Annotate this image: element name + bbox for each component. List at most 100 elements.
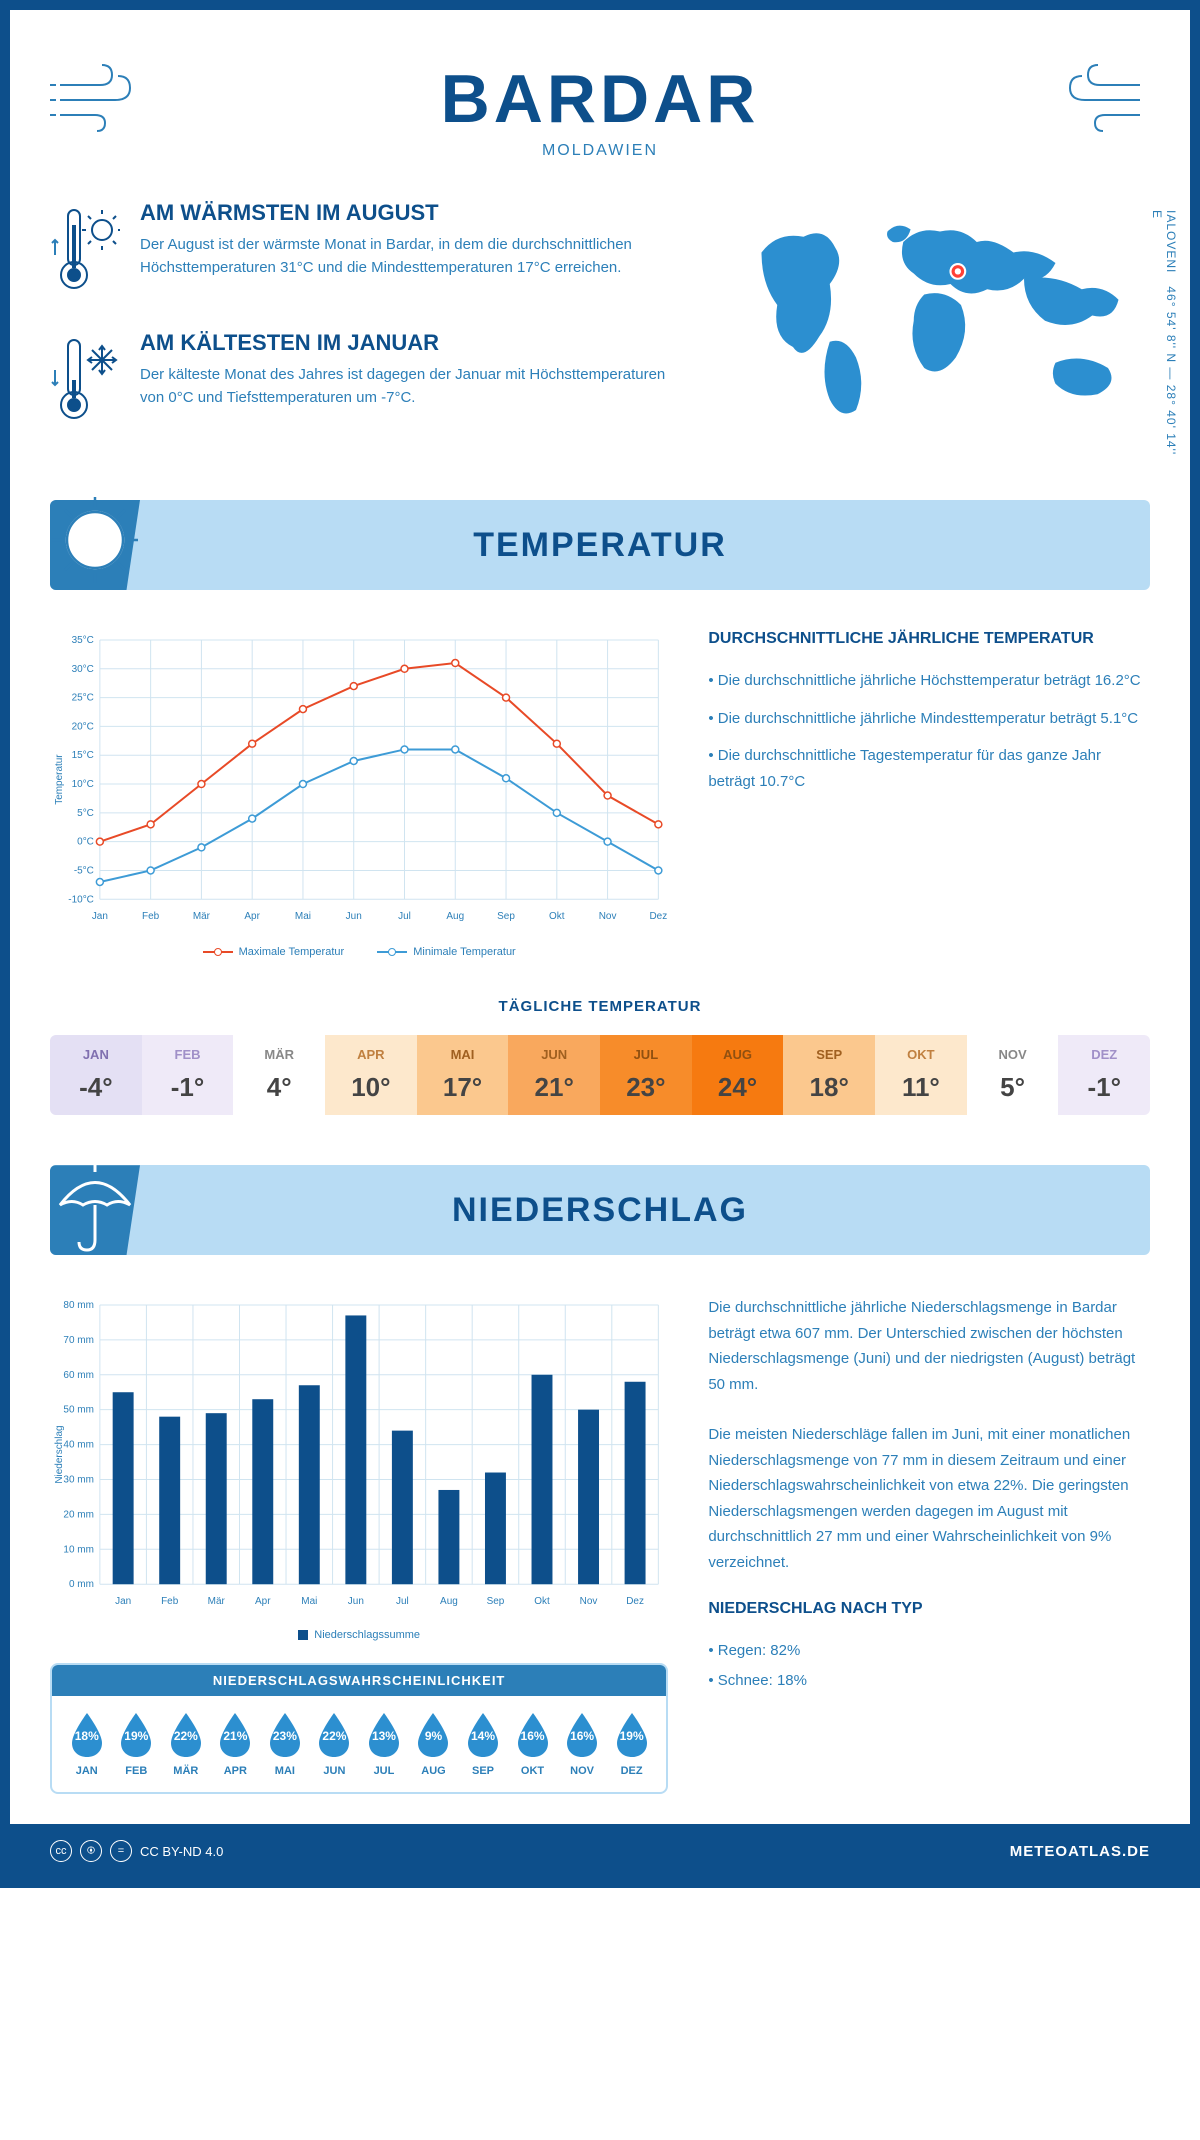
svg-text:Mai: Mai xyxy=(295,911,311,922)
probability-cell: 16%NOV xyxy=(557,1711,607,1777)
svg-text:Jul: Jul xyxy=(396,1596,409,1607)
svg-text:Mai: Mai xyxy=(301,1596,317,1607)
probability-cell: 22%MÄR xyxy=(161,1711,211,1777)
daily-temp-table: JAN-4°FEB-1°MÄR4°APR10°MAI17°JUN21°JUL23… xyxy=(50,1035,1150,1115)
header: BARDAR MOLDAWIEN xyxy=(50,40,1150,200)
svg-text:Sep: Sep xyxy=(487,1596,505,1607)
warmest-title: AM WÄRMSTEN IM AUGUST xyxy=(140,200,690,226)
svg-text:Aug: Aug xyxy=(446,911,464,922)
svg-text:Jul: Jul xyxy=(398,911,411,922)
warmest-block: AM WÄRMSTEN IM AUGUST Der August ist der… xyxy=(50,200,690,300)
svg-text:-5°C: -5°C xyxy=(74,865,94,876)
svg-text:Jun: Jun xyxy=(346,911,362,922)
svg-text:Jan: Jan xyxy=(92,911,108,922)
nd-icon: = xyxy=(110,1840,132,1862)
svg-text:5°C: 5°C xyxy=(77,808,94,819)
svg-text:Okt: Okt xyxy=(534,1596,550,1607)
svg-text:70 mm: 70 mm xyxy=(63,1335,93,1346)
by-icon: 🅯 xyxy=(80,1840,102,1862)
svg-text:20°C: 20°C xyxy=(72,721,94,732)
coldest-block: AM KÄLTESTEN IM JANUAR Der kälteste Mona… xyxy=(50,330,690,430)
infographic: BARDAR MOLDAWIEN xyxy=(0,0,1200,1888)
probability-cell: 13%JUL xyxy=(359,1711,409,1777)
svg-text:Jun: Jun xyxy=(348,1596,364,1607)
svg-text:Mär: Mär xyxy=(208,1596,226,1607)
footer: cc 🅯 = CC BY-ND 4.0 METEOATLAS.DE xyxy=(10,1824,1190,1878)
daily-cell: AUG24° xyxy=(692,1035,784,1115)
svg-text:Sep: Sep xyxy=(497,911,515,922)
extremes-row: AM WÄRMSTEN IM AUGUST Der August ist der… xyxy=(50,200,1150,460)
daily-cell: SEP18° xyxy=(783,1035,875,1115)
temperature-info: DURCHSCHNITTLICHE JÄHRLICHE TEMPERATUR •… xyxy=(708,630,1150,958)
svg-text:25°C: 25°C xyxy=(72,693,94,704)
temperature-title: TEMPERATUR xyxy=(473,526,727,565)
coldest-text: Der kälteste Monat des Jahres ist dagege… xyxy=(140,364,690,409)
svg-text:40 mm: 40 mm xyxy=(63,1440,93,1451)
svg-text:Okt: Okt xyxy=(549,911,565,922)
world-map-svg xyxy=(730,200,1150,431)
probability-cell: 19%DEZ xyxy=(607,1711,657,1777)
probability-cell: 14%SEP xyxy=(458,1711,508,1777)
precip-legend: Niederschlagssumme xyxy=(50,1629,668,1643)
probability-cell: 16%OKT xyxy=(508,1711,558,1777)
temperature-chart: -10°C-5°C0°C5°C10°C15°C20°C25°C30°C35°CJ… xyxy=(50,630,668,958)
warmest-text: Der August ist der wärmste Monat in Bard… xyxy=(140,234,690,279)
probability-cell: 19%FEB xyxy=(112,1711,162,1777)
daily-cell: JUL23° xyxy=(600,1035,692,1115)
page-subtitle: MOLDAWIEN xyxy=(50,142,1150,160)
precip-type-title: NIEDERSCHLAG NACH TYP xyxy=(708,1600,1150,1618)
svg-text:10 mm: 10 mm xyxy=(63,1544,93,1555)
svg-text:35°C: 35°C xyxy=(72,635,94,646)
footer-brand: METEOATLAS.DE xyxy=(1010,1843,1150,1860)
probability-cell: 9%AUG xyxy=(409,1711,459,1777)
svg-text:60 mm: 60 mm xyxy=(63,1370,93,1381)
coldest-title: AM KÄLTESTEN IM JANUAR xyxy=(140,330,690,356)
probability-cell: 21%APR xyxy=(211,1711,261,1777)
license: cc 🅯 = CC BY-ND 4.0 xyxy=(50,1840,223,1862)
svg-text:Nov: Nov xyxy=(599,911,617,922)
svg-text:10°C: 10°C xyxy=(72,779,94,790)
probability-cell: 18%JAN xyxy=(62,1711,112,1777)
precipitation-info: Die durchschnittliche jährliche Niedersc… xyxy=(708,1295,1150,1794)
probability-box: NIEDERSCHLAGSWAHRSCHEINLICHKEIT 18%JAN19… xyxy=(50,1663,668,1794)
precipitation-banner: NIEDERSCHLAG xyxy=(50,1165,1150,1255)
umbrella-icon xyxy=(40,1150,150,1260)
svg-text:30 mm: 30 mm xyxy=(63,1475,93,1486)
probability-cell: 22%JUN xyxy=(310,1711,360,1777)
svg-text:Feb: Feb xyxy=(142,911,160,922)
svg-text:Dez: Dez xyxy=(626,1596,644,1607)
coordinates: IALOVENI 46° 54' 8'' N — 28° 40' 14'' E xyxy=(1150,210,1178,460)
svg-text:Temperatur: Temperatur xyxy=(54,754,65,805)
daily-cell: JAN-4° xyxy=(50,1035,142,1115)
sun-icon xyxy=(40,485,150,595)
svg-text:Niederschlag: Niederschlag xyxy=(54,1426,65,1484)
temperature-banner: TEMPERATUR xyxy=(50,500,1150,590)
daily-cell: NOV5° xyxy=(967,1035,1059,1115)
probability-title: NIEDERSCHLAGSWAHRSCHEINLICHKEIT xyxy=(52,1665,666,1696)
temp-info-title: DURCHSCHNITTLICHE JÄHRLICHE TEMPERATUR xyxy=(708,630,1150,648)
daily-cell: MAI17° xyxy=(417,1035,509,1115)
daily-cell: MÄR4° xyxy=(233,1035,325,1115)
svg-text:0 mm: 0 mm xyxy=(69,1579,94,1590)
precipitation-title: NIEDERSCHLAG xyxy=(452,1191,748,1230)
svg-text:Feb: Feb xyxy=(161,1596,179,1607)
svg-text:Nov: Nov xyxy=(580,1596,598,1607)
svg-text:50 mm: 50 mm xyxy=(63,1405,93,1416)
daily-cell: DEZ-1° xyxy=(1058,1035,1150,1115)
daily-cell: FEB-1° xyxy=(142,1035,234,1115)
svg-text:30°C: 30°C xyxy=(72,664,94,675)
precipitation-chart: 0 mm10 mm20 mm30 mm40 mm50 mm60 mm70 mm8… xyxy=(50,1295,668,1643)
svg-text:80 mm: 80 mm xyxy=(63,1300,93,1311)
probability-cell: 23%MAI xyxy=(260,1711,310,1777)
temp-legend: .legend-item:nth-child(1) .legend-line::… xyxy=(50,944,668,958)
svg-text:Apr: Apr xyxy=(244,911,260,922)
svg-text:-10°C: -10°C xyxy=(68,894,94,905)
thermometer-cold-icon xyxy=(50,330,120,430)
svg-text:Apr: Apr xyxy=(255,1596,271,1607)
wind-icon xyxy=(1050,60,1150,140)
daily-cell: OKT11° xyxy=(875,1035,967,1115)
daily-cell: APR10° xyxy=(325,1035,417,1115)
svg-text:Dez: Dez xyxy=(649,911,667,922)
world-map: IALOVENI 46° 54' 8'' N — 28° 40' 14'' E xyxy=(730,200,1150,460)
svg-text:Aug: Aug xyxy=(440,1596,458,1607)
